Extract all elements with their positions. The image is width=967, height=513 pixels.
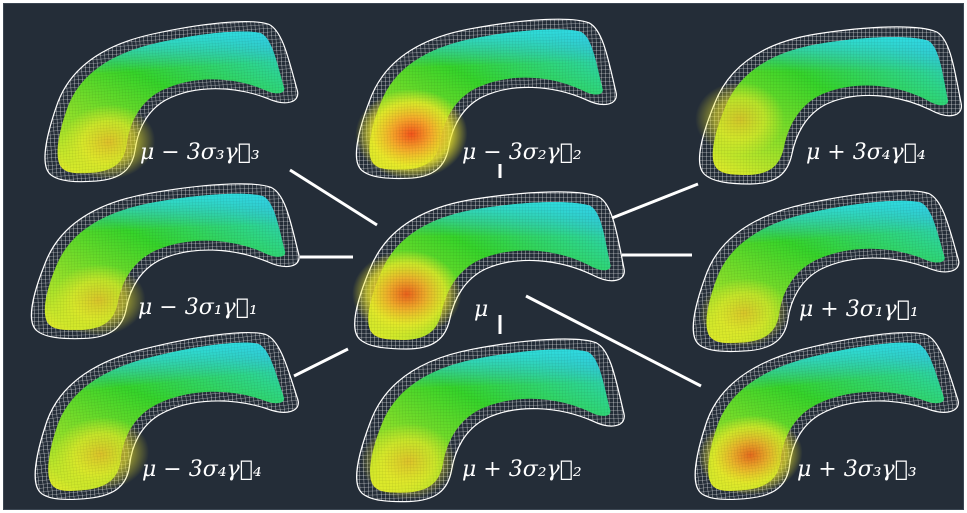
shape-surface <box>35 17 304 186</box>
connector-to-minus-3sigma4 <box>293 347 349 378</box>
shape-plus-3sigma1-gamma1: μ + 3σ₁γ⃗₁ <box>684 186 963 356</box>
shape-minus-3sigma4-gamma4: μ − 3σ₄γ⃗₄ <box>21 326 307 505</box>
shape-label: μ − 3σ₄γ⃗₄ <box>142 457 262 482</box>
shape-mean: μ <box>352 191 625 350</box>
shape-label: μ − 3σ₃γ⃗₃ <box>140 140 260 165</box>
shape-label: μ + 3σ₁γ⃗₁ <box>799 297 919 322</box>
surface-mesh <box>698 197 950 346</box>
shape-surface <box>26 181 303 341</box>
shape-surface <box>351 336 628 504</box>
connector-to-plus-3sigma3 <box>525 294 702 388</box>
shape-surface <box>352 191 625 350</box>
connector-to-minus-3sigma3 <box>289 168 378 227</box>
shape-surface <box>21 326 307 505</box>
shape-label: μ − 3σ₂γ⃗₂ <box>462 140 582 165</box>
shape-plus-3sigma4-gamma4: μ + 3σ₄γ⃗₄ <box>695 26 963 185</box>
shape-label: μ <box>474 297 488 322</box>
shape-minus-3sigma2-gamma2: μ − 3σ₂γ⃗₂ <box>351 16 620 181</box>
connector-lines <box>289 164 702 388</box>
shape-plus-3sigma3-gamma3: μ + 3σ₃γ⃗₃ <box>681 326 963 505</box>
shape-label: μ − 3σ₁γ⃗₁ <box>138 295 258 320</box>
shape-surface <box>695 26 963 185</box>
shape-label: μ + 3σ₃γ⃗₃ <box>797 457 917 482</box>
shape-plus-3sigma2-gamma2: μ + 3σ₂γ⃗₂ <box>351 336 628 504</box>
connector-to-plus-3sigma4 <box>611 182 699 220</box>
shape-surface <box>684 186 963 356</box>
shape-minus-3sigma3-gamma3: μ − 3σ₃γ⃗₃ <box>35 17 304 186</box>
shape-variation-figure: μ − 3σ₃γ⃗₃ μ − 3σ₂γ⃗₂ μ + 3σ₄γ⃗₄ μ − 3σ₁γ⃗₁… <box>21 16 963 505</box>
figure-panel: μ − 3σ₃γ⃗₃ μ − 3σ₂γ⃗₂ μ + 3σ₄γ⃗₄ μ − 3σ₁γ⃗₁… <box>3 3 964 510</box>
shape-surface <box>681 326 963 505</box>
shape-surface <box>351 16 620 181</box>
shape-label: μ + 3σ₂γ⃗₂ <box>462 457 582 482</box>
shape-minus-3sigma1-gamma1: μ − 3σ₁γ⃗₁ <box>26 181 303 341</box>
shape-label: μ + 3σ₄γ⃗₄ <box>806 140 926 165</box>
